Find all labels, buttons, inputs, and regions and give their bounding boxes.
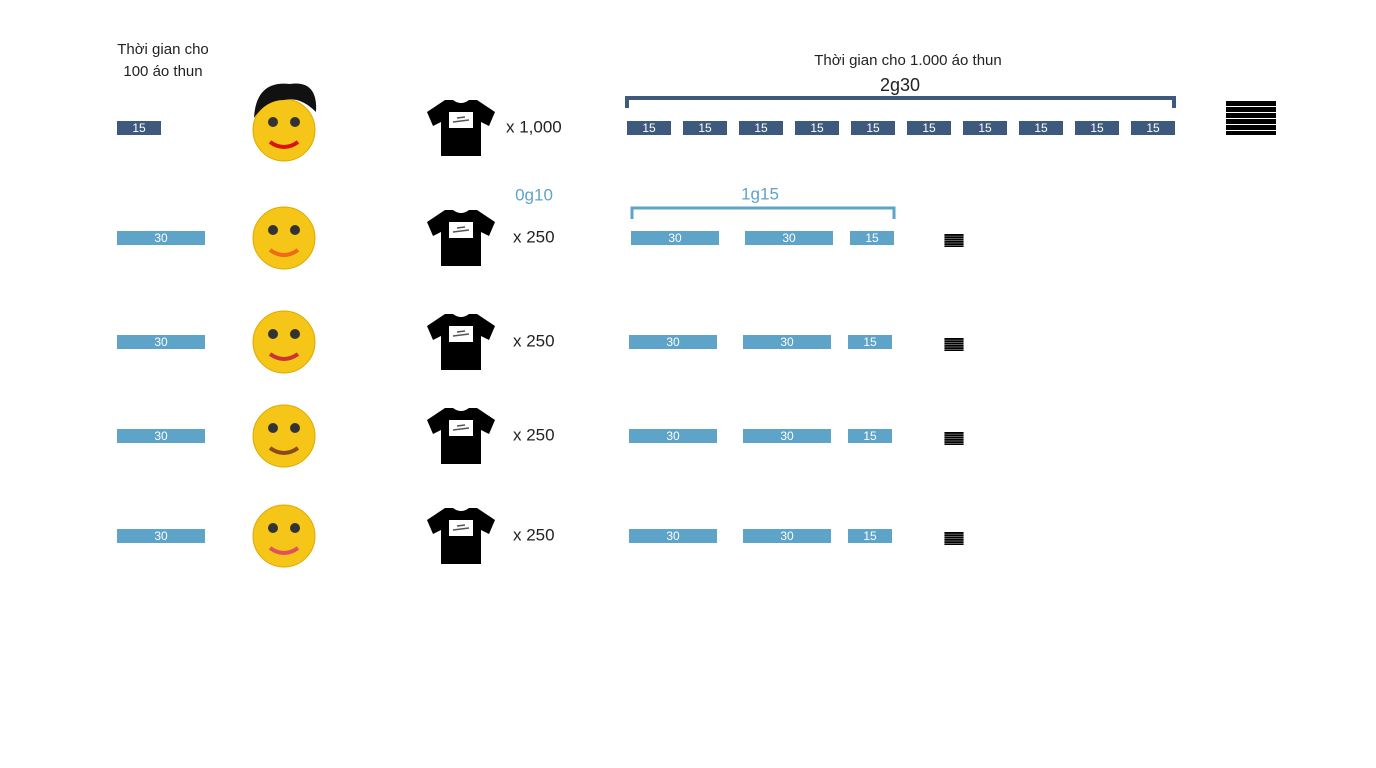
time-block	[629, 429, 717, 443]
tshirt	[427, 508, 495, 564]
time-block	[848, 335, 892, 349]
time-block-label: 30	[666, 335, 680, 349]
time-block-label: 30	[780, 529, 794, 543]
emoji-eye	[268, 523, 278, 533]
time-block	[848, 429, 892, 443]
time-block	[683, 121, 727, 135]
time-block	[745, 231, 833, 245]
batch-time: 1g15	[741, 184, 779, 203]
emoji-eye	[290, 423, 300, 433]
time-block	[117, 429, 205, 443]
time-block	[117, 231, 205, 245]
emoji-mouth	[268, 546, 300, 555]
time-block	[629, 335, 717, 349]
time-block	[117, 529, 205, 543]
shirt-stack	[943, 532, 965, 545]
time-block-label: 30	[154, 231, 168, 245]
bracket	[625, 96, 1176, 108]
time-block-label: 15	[863, 529, 877, 543]
right-title: Thời gian cho 1.000 áo thun	[814, 52, 1001, 69]
quantity: x 250	[513, 425, 555, 444]
time-block-label: 15	[1090, 121, 1104, 135]
time-block-label: 30	[154, 335, 168, 349]
time-block-label: 15	[642, 121, 656, 135]
time-block-label: 15	[863, 335, 877, 349]
emoji	[252, 404, 316, 468]
shirt-stack	[943, 338, 965, 351]
emoji-eye	[268, 423, 278, 433]
time-block-label: 15	[810, 121, 824, 135]
quantity: x 250	[513, 331, 555, 350]
time-block-label: 15	[866, 121, 880, 135]
time-block-label: 30	[666, 529, 680, 543]
emoji-eye	[290, 329, 300, 339]
tshirt	[427, 314, 495, 370]
emoji	[252, 206, 316, 270]
time-block-label: 30	[780, 429, 794, 443]
emoji-eye	[290, 225, 300, 235]
time-block-label: 15	[1034, 121, 1048, 135]
shirt-stack	[943, 432, 965, 445]
time-block-label: 15	[978, 121, 992, 135]
setup-time: 0g10	[515, 185, 553, 204]
time-block	[743, 429, 831, 443]
time-block	[1131, 121, 1175, 135]
quantity: x 250	[513, 227, 555, 246]
emoji	[252, 310, 316, 374]
time-block	[907, 121, 951, 135]
time-block-label: 30	[154, 429, 168, 443]
emoji-eye	[268, 329, 278, 339]
time-block-label: 30	[782, 231, 796, 245]
emoji-mouth	[268, 248, 300, 257]
time-block-label: 15	[922, 121, 936, 135]
time-block-label: 30	[154, 529, 168, 543]
time-block	[795, 121, 839, 135]
total-time: 2g30	[880, 75, 920, 95]
left-title: 100 áo thun	[123, 63, 202, 80]
time-block	[743, 529, 831, 543]
time-block-label: 15	[132, 121, 146, 135]
emoji-mouth	[268, 352, 300, 361]
time-block	[627, 121, 671, 135]
left-title: Thời gian cho	[117, 41, 209, 58]
time-block-label: 15	[698, 121, 712, 135]
time-block	[848, 529, 892, 543]
time-block-label: 15	[863, 429, 877, 443]
quantity: x 1,000	[506, 117, 562, 136]
time-block	[1019, 121, 1063, 135]
time-block	[117, 335, 205, 349]
time-block-label: 15	[754, 121, 768, 135]
emoji-mouth	[268, 446, 300, 455]
time-block-label: 30	[668, 231, 682, 245]
time-block-label: 15	[1146, 121, 1160, 135]
time-block	[629, 529, 717, 543]
time-block	[117, 121, 161, 135]
emoji-hair	[254, 83, 317, 118]
emoji-eye	[290, 117, 300, 127]
emoji	[252, 504, 316, 568]
bracket	[630, 206, 896, 219]
emoji-eye	[268, 117, 278, 127]
emoji-eye	[268, 225, 278, 235]
time-block	[1075, 121, 1119, 135]
emoji-mouth	[268, 140, 300, 149]
tshirt	[427, 210, 495, 266]
time-block	[850, 231, 894, 245]
time-block-label: 15	[865, 231, 879, 245]
time-block	[739, 121, 783, 135]
time-block	[963, 121, 1007, 135]
time-block	[851, 121, 895, 135]
time-block-label: 30	[666, 429, 680, 443]
tshirt	[427, 408, 495, 464]
quantity: x 250	[513, 525, 555, 544]
shirt-stack	[943, 234, 965, 247]
emoji-eye	[290, 523, 300, 533]
time-block	[631, 231, 719, 245]
shirt-stack	[1226, 101, 1276, 135]
time-block-label: 30	[780, 335, 794, 349]
time-block	[743, 335, 831, 349]
tshirt	[427, 100, 495, 156]
